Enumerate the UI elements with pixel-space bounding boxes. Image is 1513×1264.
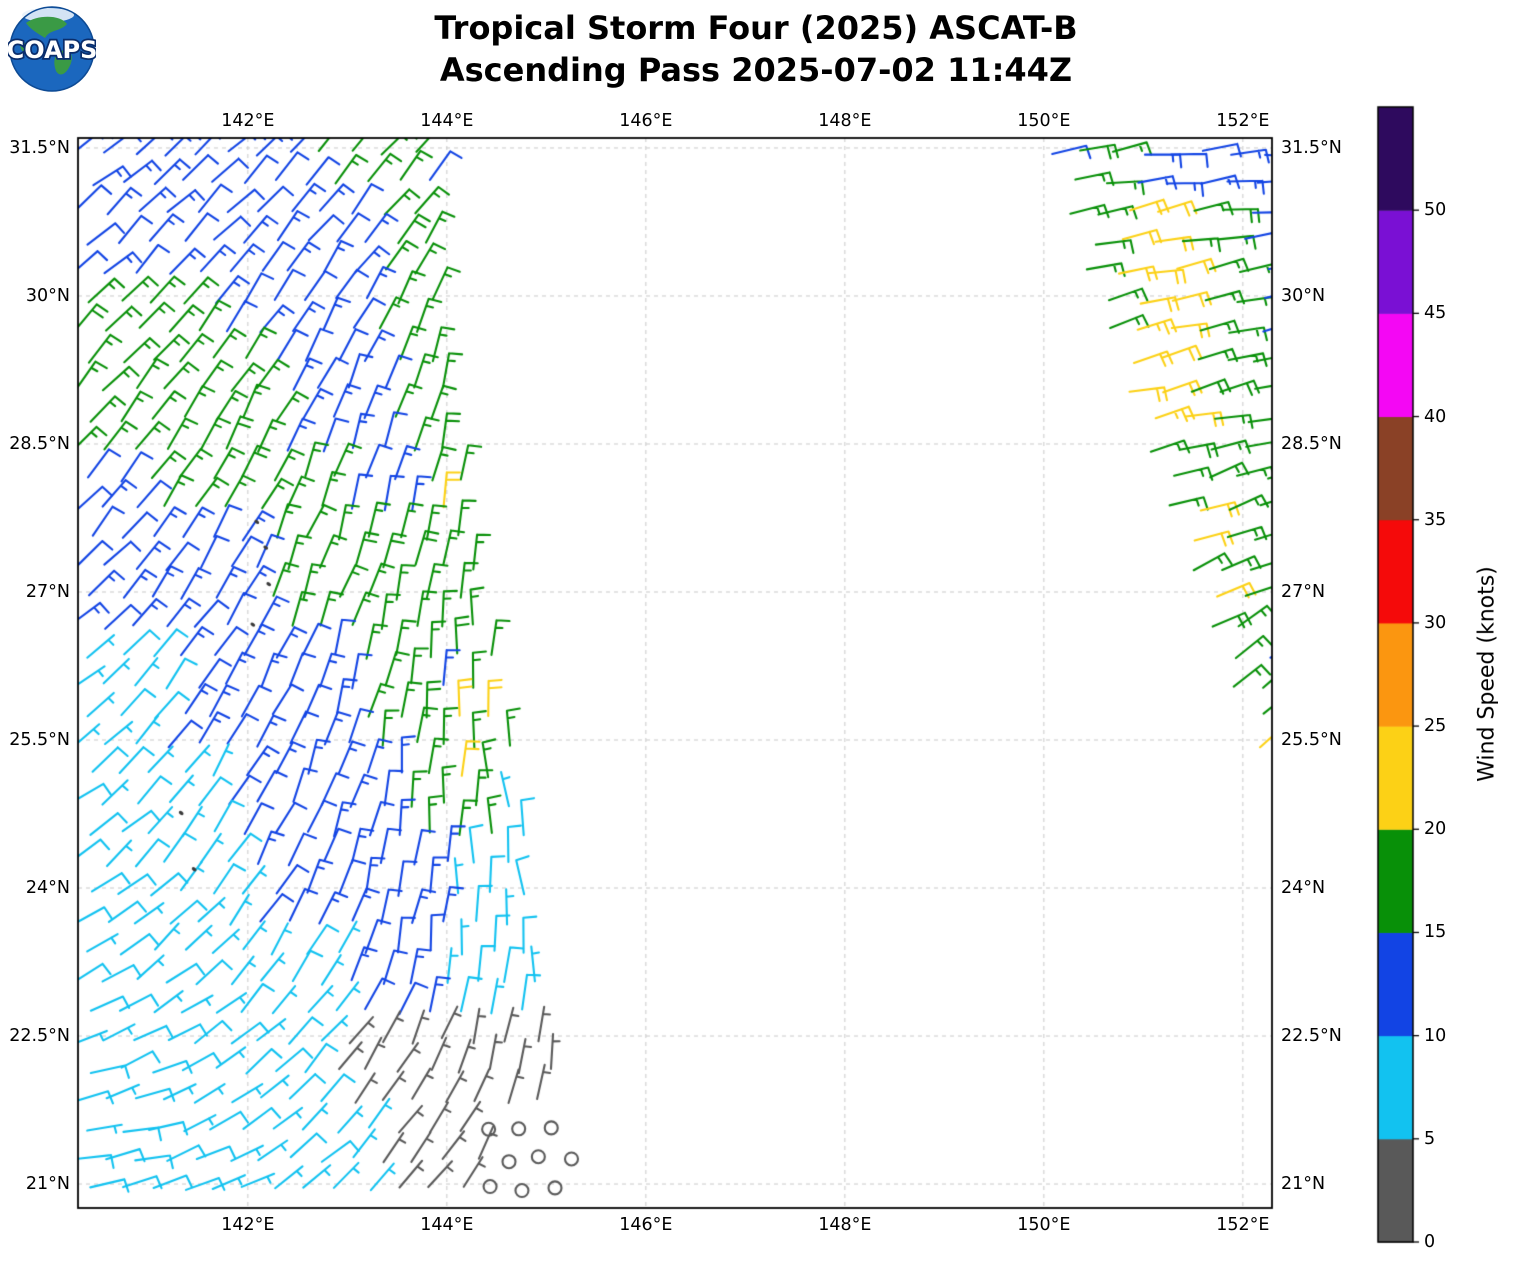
colorbar-tick-label: 50 bbox=[1424, 200, 1447, 221]
x-tick-label-top: 146°E bbox=[619, 111, 673, 131]
y-tick-label-right: 25.5°N bbox=[1281, 729, 1342, 750]
y-tick-label-right: 30°N bbox=[1281, 285, 1326, 306]
colorbar-tick-label: 30 bbox=[1424, 612, 1447, 633]
y-tick-label-left: 30°N bbox=[25, 285, 70, 306]
y-tick-label-right: 24°N bbox=[1281, 878, 1326, 898]
x-tick-label-bottom: 142°E bbox=[221, 1215, 275, 1235]
y-tick-label-right: 28.5°N bbox=[1281, 433, 1342, 454]
colorbar-tick-label: 20 bbox=[1424, 819, 1447, 840]
colorbar-axis-label: Wind Speed (knots) bbox=[1474, 566, 1500, 782]
y-tick-label-right: 31.5°N bbox=[1281, 137, 1342, 158]
y-tick-label-left: 24°N bbox=[25, 878, 70, 898]
colorbar-tick-label: 40 bbox=[1424, 406, 1447, 427]
x-tick-label-bottom: 148°E bbox=[818, 1215, 872, 1235]
y-tick-label-left: 22.5°N bbox=[9, 1026, 70, 1046]
y-tick-label-right: 27°N bbox=[1281, 581, 1326, 602]
x-tick-label-bottom: 152°E bbox=[1216, 1215, 1270, 1235]
y-tick-label-right: 22.5°N bbox=[1281, 1026, 1342, 1046]
colorbar-tick-label: 25 bbox=[1424, 716, 1447, 737]
colorbar-tick-label: 45 bbox=[1424, 303, 1447, 324]
x-tick-label-top: 150°E bbox=[1017, 111, 1071, 131]
colorbar-tick-label: 15 bbox=[1424, 922, 1447, 943]
x-tick-label-top: 152°E bbox=[1216, 111, 1270, 131]
colorbar-tick-label: 10 bbox=[1424, 1025, 1447, 1046]
x-tick-label-bottom: 144°E bbox=[420, 1215, 474, 1235]
x-tick-label-bottom: 150°E bbox=[1017, 1215, 1071, 1235]
x-tick-label-bottom: 146°E bbox=[619, 1215, 673, 1235]
x-tick-label-top: 142°E bbox=[221, 111, 275, 131]
y-tick-label-left: 31.5°N bbox=[9, 137, 70, 158]
colorbar-tick-label: 5 bbox=[1424, 1128, 1436, 1149]
y-tick-label-left: 27°N bbox=[25, 581, 70, 602]
y-tick-label-left: 21°N bbox=[25, 1174, 70, 1195]
x-tick-label-top: 144°E bbox=[420, 111, 474, 131]
colorbar-tick-label: 0 bbox=[1424, 1232, 1436, 1252]
y-tick-label-left: 28.5°N bbox=[9, 433, 70, 454]
colorbar-tick-label: 35 bbox=[1424, 509, 1447, 530]
x-tick-label-top: 148°E bbox=[818, 111, 872, 131]
y-tick-label-right: 21°N bbox=[1281, 1174, 1326, 1195]
y-tick-label-left: 25.5°N bbox=[9, 729, 70, 750]
